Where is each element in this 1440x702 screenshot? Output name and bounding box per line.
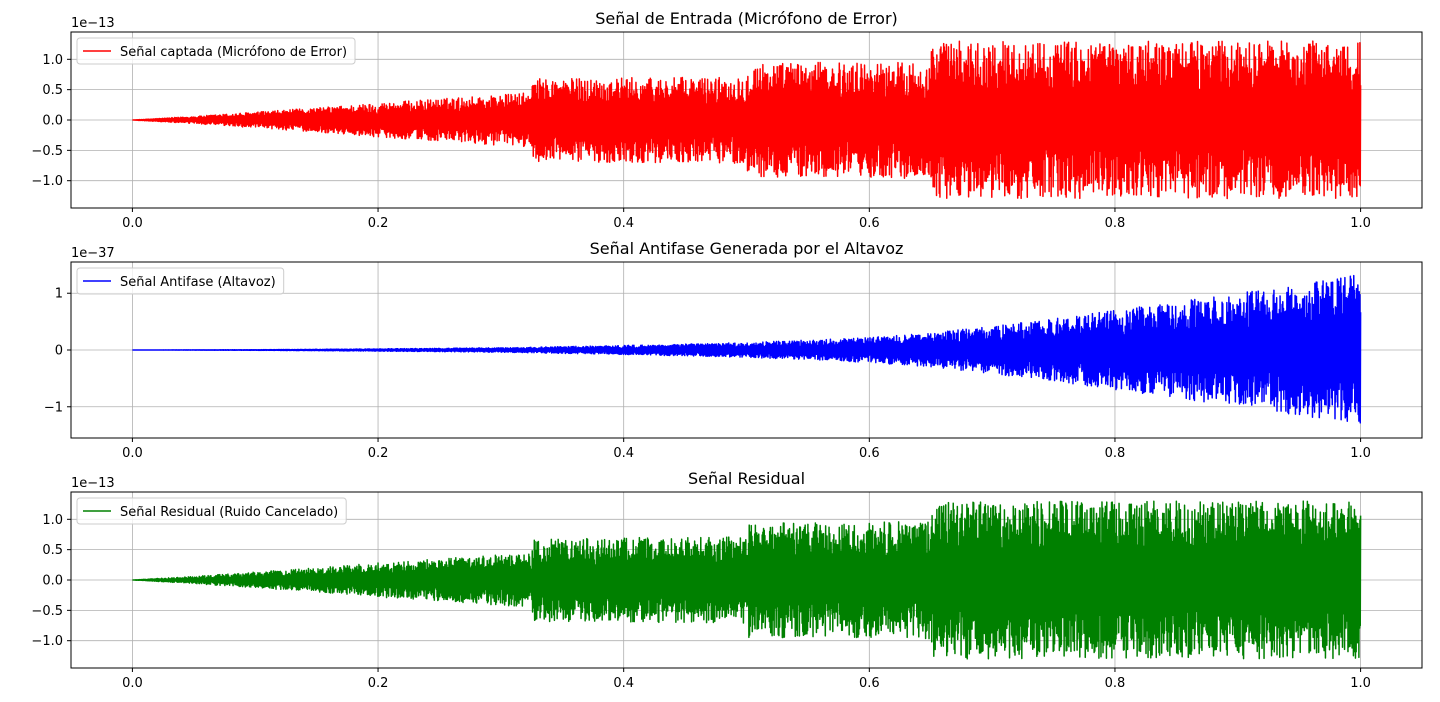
y-tick-label-2: 0.0 <box>42 574 63 589</box>
y-tick-label-0: −1.0 <box>31 174 63 189</box>
y-tick-label-2: 0.0 <box>42 114 63 129</box>
x-tick-label-4: 0.8 <box>1105 676 1126 691</box>
y-exponent-label: 1e−13 <box>71 476 115 491</box>
legend: Señal Residual (Ruido Cancelado) <box>77 498 346 524</box>
x-tick-label-0: 0.0 <box>122 676 143 691</box>
legend-label: Señal captada (Micrófono de Error) <box>120 45 347 60</box>
y-tick-label-0: −1.0 <box>31 634 63 649</box>
x-tick-label-5: 1.0 <box>1350 676 1371 691</box>
x-tick-label-1: 0.2 <box>368 216 389 231</box>
x-tick-label-0: 0.0 <box>122 216 143 231</box>
y-tick-label-1: 0 <box>55 344 63 359</box>
chart-panel-3: 0.0 0.2 0.4 0.6 0.8 1.0 −1.0 −0.5 0.0 0.5 1.0 1e−13… <box>31 469 1422 691</box>
y-tick-label-0: −1 <box>44 400 63 415</box>
x-tick-label-5: 1.0 <box>1350 446 1371 461</box>
x-tick-label-0: 0.0 <box>122 446 143 461</box>
y-tick-label-2: 1 <box>55 287 63 302</box>
x-tick-label-3: 0.6 <box>859 676 880 691</box>
legend: Señal Antifase (Altavoz) <box>77 268 284 294</box>
y-exponent-label: 1e−13 <box>71 16 115 31</box>
chart-title: Señal Residual <box>688 469 805 488</box>
chart-panel-2: 0.0 0.2 0.4 0.6 0.8 1.0 −1 0 1 1e−37 Señal Antifas… <box>44 239 1422 461</box>
series-line-1 <box>132 41 1360 198</box>
chart-title: Señal de Entrada (Micrófono de Error) <box>595 9 898 28</box>
x-tick-label-2: 0.4 <box>613 446 634 461</box>
y-tick-label-1: −0.5 <box>31 144 63 159</box>
chart-title: Señal Antifase Generada por el Altavoz <box>590 239 904 258</box>
x-tick-label-4: 0.8 <box>1105 216 1126 231</box>
y-exponent-label: 1e−37 <box>71 246 115 261</box>
y-tick-label-1: −0.5 <box>31 604 63 619</box>
y-tick-label-4: 1.0 <box>42 53 63 68</box>
x-tick-label-3: 0.6 <box>859 446 880 461</box>
x-tick-label-1: 0.2 <box>368 676 389 691</box>
x-tick-label-1: 0.2 <box>368 446 389 461</box>
legend: Señal captada (Micrófono de Error) <box>77 38 355 64</box>
x-tick-label-3: 0.6 <box>859 216 880 231</box>
chart-panel-1: 0.0 0.2 0.4 0.6 0.8 1.0 −1.0 −0.5 0.0 0.5 1.0 1e−13… <box>31 9 1422 231</box>
y-tick-label-3: 0.5 <box>42 543 63 558</box>
legend-label: Señal Residual (Ruido Cancelado) <box>120 505 338 520</box>
x-tick-label-4: 0.8 <box>1105 446 1126 461</box>
legend-label: Señal Antifase (Altavoz) <box>120 275 276 290</box>
y-tick-label-3: 0.5 <box>42 83 63 98</box>
series-line-3 <box>132 501 1360 659</box>
x-tick-label-2: 0.4 <box>613 216 634 231</box>
y-tick-label-4: 1.0 <box>42 513 63 528</box>
series-line-2 <box>132 276 1360 423</box>
x-tick-label-2: 0.4 <box>613 676 634 691</box>
x-tick-label-5: 1.0 <box>1350 216 1371 231</box>
